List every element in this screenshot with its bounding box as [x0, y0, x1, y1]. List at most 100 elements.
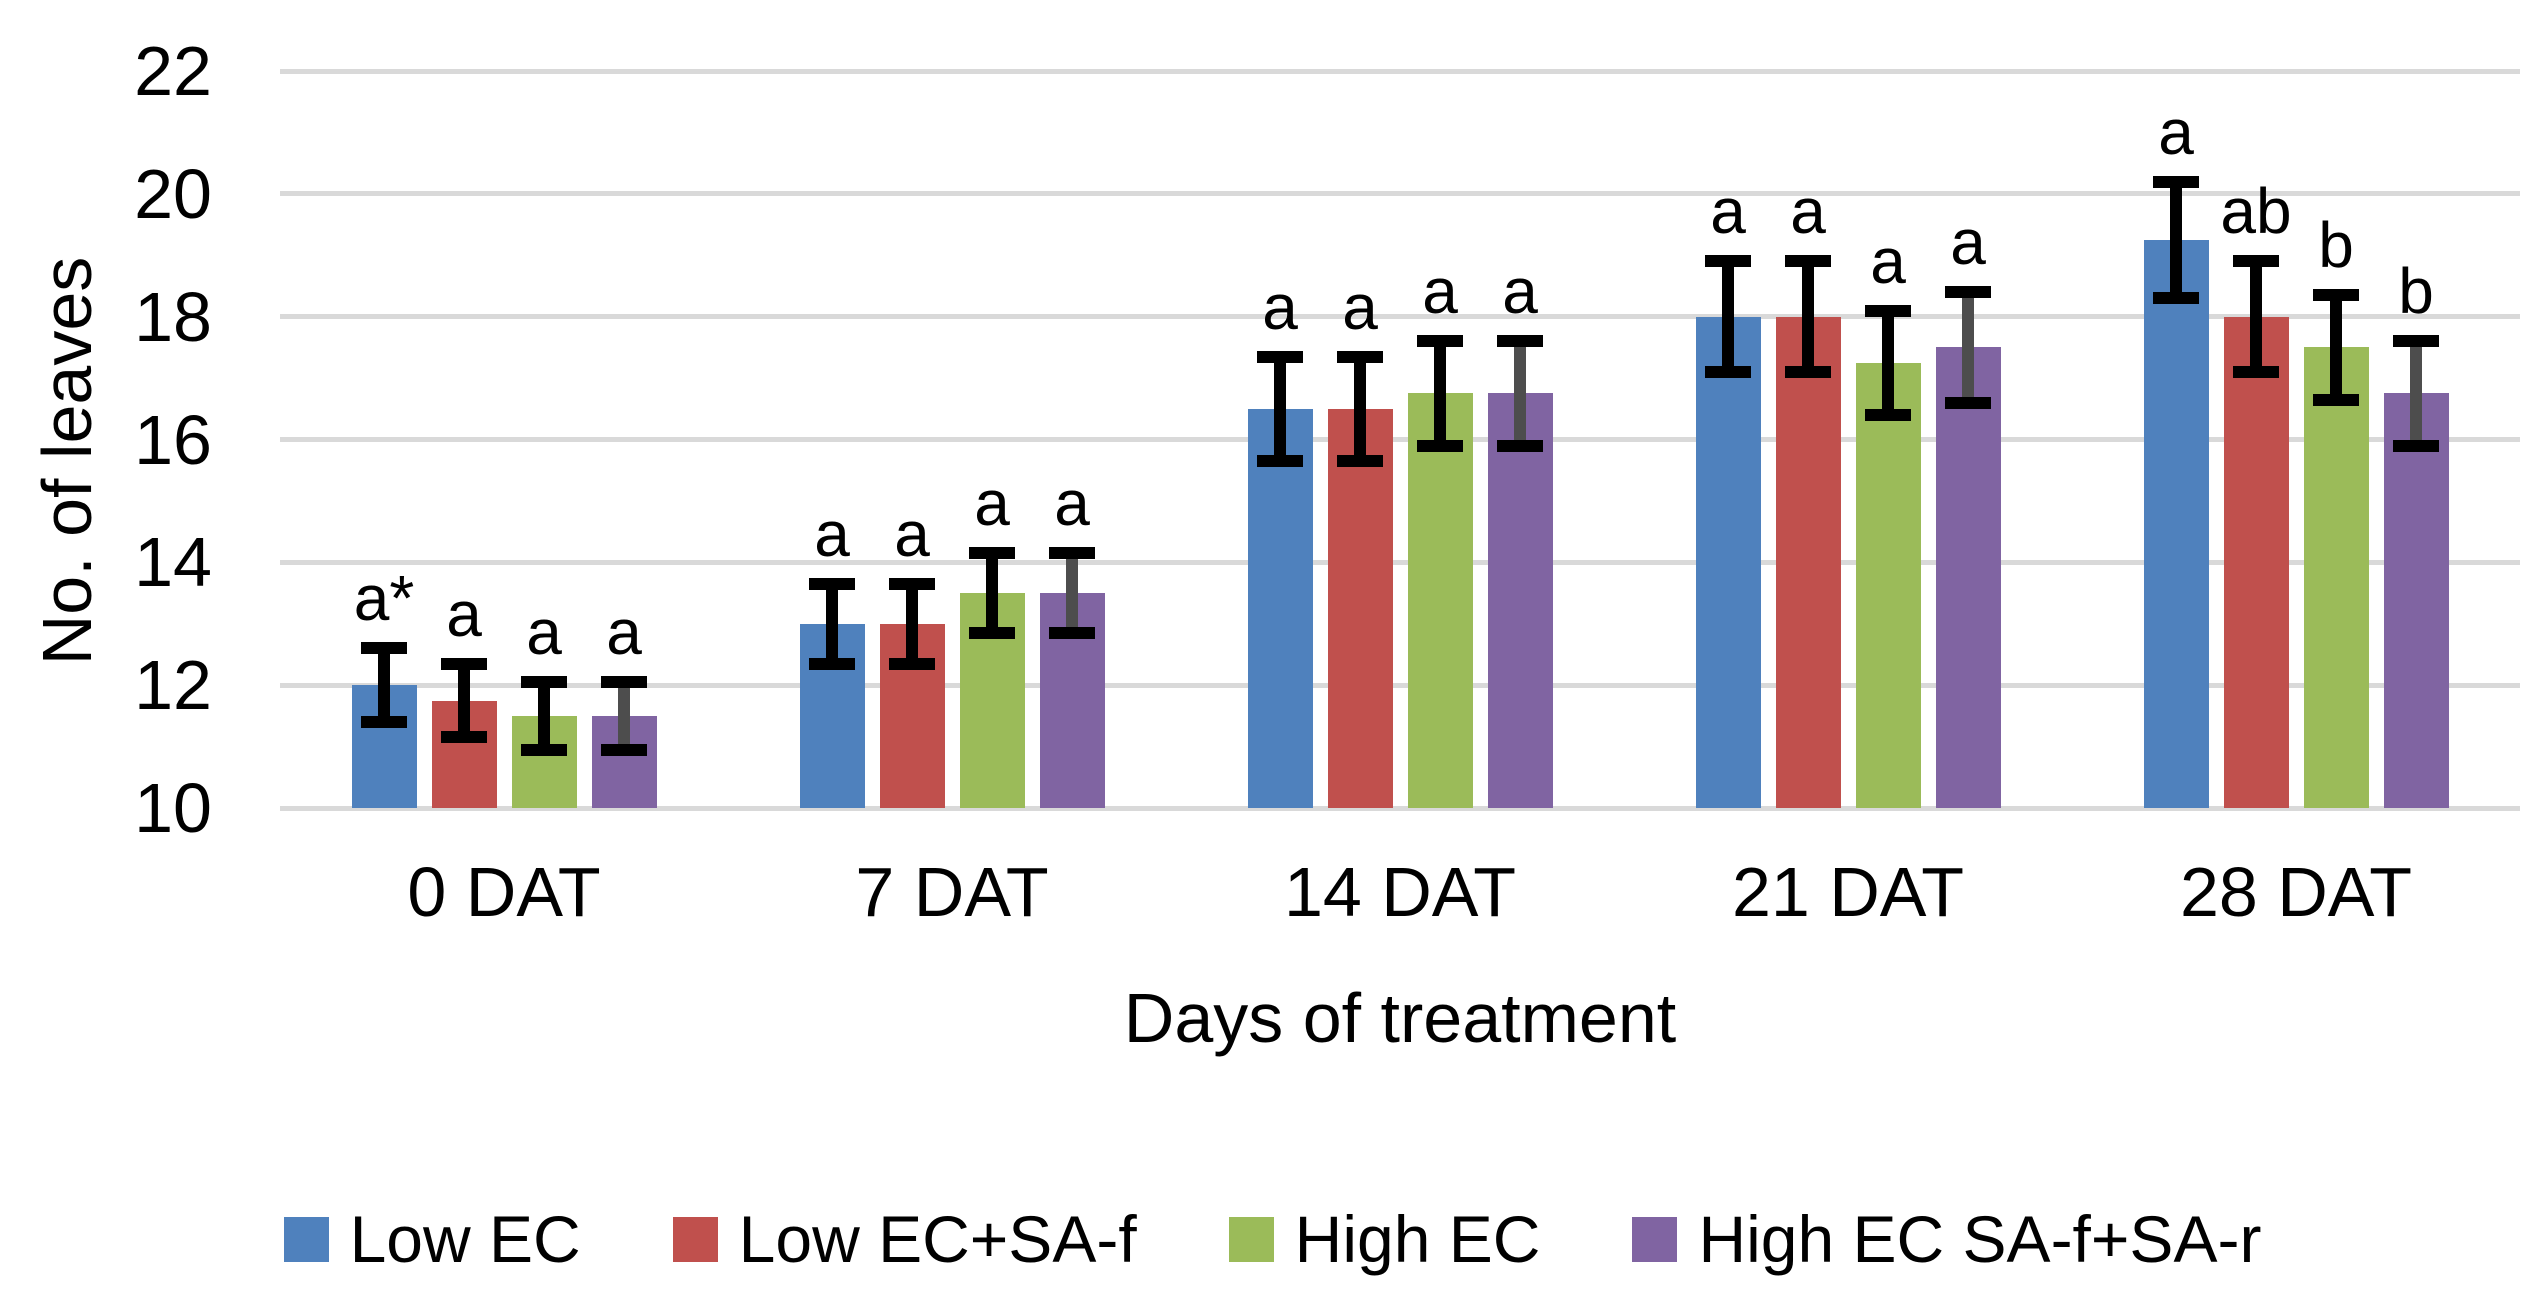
error-bar-line: [1434, 341, 1446, 446]
significance-letter: a: [446, 577, 482, 650]
error-bar-line: [2170, 181, 2182, 299]
significance-letter: a*: [353, 562, 415, 635]
significance-letter: b: [2398, 255, 2434, 328]
error-bar-cap-bottom: [1945, 396, 1991, 409]
significance-letter: b: [2318, 209, 2354, 282]
legend-swatch: [1228, 1216, 1274, 1262]
error-bar-cap-bottom: [1497, 439, 1543, 452]
significance-letter: a: [1950, 206, 1986, 279]
significance-letter: a: [1262, 270, 1298, 343]
error-bar-line: [1066, 553, 1078, 633]
legend-label: High EC: [1294, 1202, 1541, 1276]
error-bar-cap-bottom: [601, 743, 647, 756]
significance-letter: a: [1054, 467, 1090, 540]
error-bar-line: [1802, 261, 1814, 372]
significance-letter: ab: [2220, 175, 2292, 248]
error-bar-cap-top: [1049, 547, 1095, 560]
error-bar-line: [2410, 341, 2422, 446]
bar: [2383, 393, 2449, 808]
error-bar-cap-bottom: [1705, 365, 1751, 378]
error-bar-cap-top: [1337, 350, 1383, 363]
y-tick-label: 10: [134, 769, 212, 847]
error-bar-line: [906, 583, 918, 664]
error-bar-cap-bottom: [969, 626, 1015, 639]
bar: [2303, 347, 2369, 808]
error-bar-line: [1354, 356, 1366, 461]
error-bar-cap-top: [2233, 255, 2279, 268]
error-bar-line: [1962, 292, 1974, 403]
gridline: [280, 191, 2520, 197]
gridline: [280, 682, 2520, 688]
error-bar-cap-top: [969, 547, 1015, 560]
error-bar-cap-bottom: [1417, 439, 1463, 452]
error-bar-cap-top: [441, 657, 487, 670]
significance-letter: a: [606, 596, 642, 669]
legend-item: High EC SA-f+SA-r: [1632, 1204, 2261, 1274]
error-bar-cap-top: [1785, 255, 1831, 268]
error-bar-cap-bottom: [1337, 454, 1383, 467]
error-bar-cap-bottom: [1785, 365, 1831, 378]
error-bar-line: [2250, 261, 2262, 372]
significance-letter: a: [2158, 95, 2194, 168]
gridline: [280, 805, 2520, 811]
error-bar-cap-top: [521, 676, 567, 689]
gridline: [280, 314, 2520, 320]
error-bar-cap-bottom: [2233, 365, 2279, 378]
error-bar-line: [378, 648, 390, 722]
error-bar-cap-bottom: [1257, 454, 1303, 467]
error-bar-cap-top: [361, 642, 407, 655]
y-tick-label: 22: [134, 32, 212, 110]
gridline: [280, 68, 2520, 74]
x-tick-label: 28 DAT: [2179, 853, 2413, 931]
error-bar-cap-bottom: [1049, 626, 1095, 639]
legend-item: Low EC: [283, 1204, 581, 1274]
significance-letter: a: [1342, 270, 1378, 343]
error-bar-cap-top: [1417, 335, 1463, 348]
y-tick-label: 18: [134, 277, 212, 356]
error-bar-line: [458, 663, 470, 738]
significance-letter: a: [1870, 224, 1906, 297]
error-bar-cap-bottom: [521, 743, 567, 756]
bar: [1247, 408, 1313, 808]
x-tick-label: 0 DAT: [407, 853, 601, 931]
gridline: [280, 437, 2520, 442]
gridline: [280, 559, 2520, 565]
significance-letter: a: [1790, 175, 1826, 248]
error-bar-cap-bottom: [2393, 439, 2439, 452]
error-bar-cap-top: [1945, 286, 1991, 299]
bar: [1935, 347, 2001, 808]
error-bar-cap-bottom: [809, 657, 855, 670]
error-bar-line: [986, 553, 998, 633]
error-bar-cap-bottom: [889, 657, 935, 670]
error-bar-cap-bottom: [361, 716, 407, 729]
significance-letter: a: [1502, 255, 1538, 328]
error-bar-line: [1882, 310, 1894, 415]
legend-swatch: [672, 1216, 718, 1262]
legend-swatch: [1632, 1216, 1678, 1262]
x-axis-title: Days of treatment: [1123, 979, 1677, 1057]
legend-label: Low EC+SA-f: [738, 1202, 1137, 1276]
legend-item: High EC: [1228, 1202, 1541, 1276]
bar: [1327, 408, 1393, 808]
error-bar-cap-bottom: [1865, 408, 1911, 421]
error-bar-line: [1274, 356, 1286, 461]
error-bar-line: [1514, 341, 1526, 446]
y-tick-label: 16: [134, 400, 212, 479]
significance-letter: a: [974, 467, 1010, 540]
error-bar-cap-top: [601, 676, 647, 689]
bar: [2143, 239, 2209, 808]
error-bar-cap-top: [2393, 335, 2439, 348]
error-bar-line: [538, 682, 550, 750]
y-tick-label: 12: [134, 646, 212, 725]
error-bar-line: [2330, 295, 2342, 400]
x-tick-label: 14 DAT: [1283, 853, 1517, 931]
error-bar-line: [618, 682, 630, 750]
error-bar-line: [826, 583, 838, 664]
bar: [1695, 316, 1761, 808]
bar: [1855, 362, 1921, 808]
legend-label: High EC SA-f+SA-r: [1698, 1202, 2262, 1276]
significance-letter: a: [526, 596, 562, 669]
error-bar-cap-bottom: [2153, 292, 2199, 305]
bar: [2223, 316, 2289, 808]
